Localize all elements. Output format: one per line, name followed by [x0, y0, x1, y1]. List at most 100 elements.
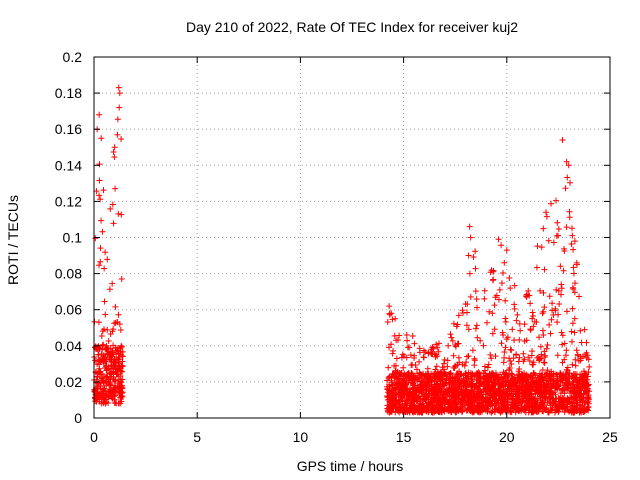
data-point	[513, 351, 520, 358]
data-point	[385, 375, 392, 382]
data-point	[502, 344, 509, 351]
data-point	[559, 377, 566, 384]
data-point	[386, 344, 393, 351]
data-point	[463, 322, 470, 329]
data-point	[583, 406, 590, 413]
data-point	[578, 339, 585, 346]
data-point	[491, 409, 498, 416]
data-point	[564, 364, 571, 371]
data-point	[436, 376, 443, 383]
data-point	[398, 391, 405, 398]
data-point	[530, 370, 537, 377]
data-point	[477, 337, 484, 344]
data-point	[118, 363, 125, 370]
data-point	[444, 393, 451, 400]
data-point	[486, 308, 493, 315]
data-point	[572, 356, 579, 363]
data-point	[556, 301, 563, 308]
data-point	[511, 380, 518, 387]
data-point	[426, 383, 433, 390]
data-point	[464, 353, 471, 360]
data-point	[424, 365, 431, 372]
data-point	[118, 343, 125, 350]
data-point	[561, 356, 568, 363]
data-point	[541, 304, 548, 311]
data-point	[563, 347, 570, 354]
data-point	[436, 392, 443, 399]
data-point	[569, 379, 576, 386]
data-point	[119, 353, 126, 360]
data-point	[578, 391, 585, 398]
data-point	[466, 223, 473, 230]
data-point	[387, 405, 394, 412]
y-tick-label: 0.2	[63, 49, 83, 65]
data-point	[521, 356, 528, 363]
data-point	[105, 363, 112, 370]
data-point	[520, 350, 527, 357]
data-point	[450, 352, 457, 359]
data-point	[564, 174, 571, 181]
data-point	[526, 407, 533, 414]
data-point	[528, 391, 535, 398]
data-point	[555, 287, 562, 294]
data-point	[510, 355, 517, 362]
data-point	[485, 361, 492, 368]
data-point	[561, 386, 568, 393]
data-point	[557, 263, 564, 270]
data-point	[537, 343, 544, 350]
data-point	[96, 177, 103, 184]
data-point	[446, 370, 453, 377]
data-point	[485, 374, 492, 381]
data-point	[496, 286, 503, 293]
data-point	[500, 331, 507, 338]
data-point	[524, 392, 531, 399]
data-point	[493, 292, 500, 299]
data-point	[537, 374, 544, 381]
data-point	[580, 394, 587, 401]
data-point	[95, 319, 102, 326]
data-point	[568, 338, 575, 345]
data-point	[410, 385, 417, 392]
data-point	[464, 301, 471, 308]
data-point	[96, 262, 103, 269]
data-point	[471, 362, 478, 369]
data-point	[118, 384, 125, 391]
data-point	[474, 334, 481, 341]
data-point	[489, 310, 496, 317]
data-point	[491, 326, 498, 333]
data-point	[523, 291, 530, 298]
data-point	[564, 396, 571, 403]
y-tick-label: 0	[74, 410, 82, 426]
data-point	[400, 364, 407, 371]
data-point	[496, 408, 503, 415]
data-point	[488, 355, 495, 362]
data-point	[529, 361, 536, 368]
data-point	[109, 201, 116, 208]
data-point	[490, 371, 497, 378]
data-point	[116, 104, 123, 111]
data-point	[511, 301, 518, 308]
data-point	[584, 352, 591, 359]
data-point	[404, 398, 411, 405]
data-point	[554, 319, 561, 326]
data-point	[393, 355, 400, 362]
data-point	[390, 347, 397, 354]
data-point	[499, 375, 506, 382]
data-point	[416, 369, 423, 376]
data-point	[402, 380, 409, 387]
data-point	[569, 284, 576, 291]
data-point	[484, 375, 491, 382]
data-point	[454, 340, 461, 347]
data-point	[549, 307, 556, 314]
data-point	[507, 408, 514, 415]
data-point	[561, 245, 568, 252]
data-point	[583, 389, 590, 396]
data-point	[571, 393, 578, 400]
data-point	[476, 374, 483, 381]
data-point	[430, 371, 437, 378]
data-point	[388, 379, 395, 386]
data-point	[456, 384, 463, 391]
data-point	[118, 135, 125, 142]
data-point	[468, 383, 475, 390]
data-point	[453, 388, 460, 395]
